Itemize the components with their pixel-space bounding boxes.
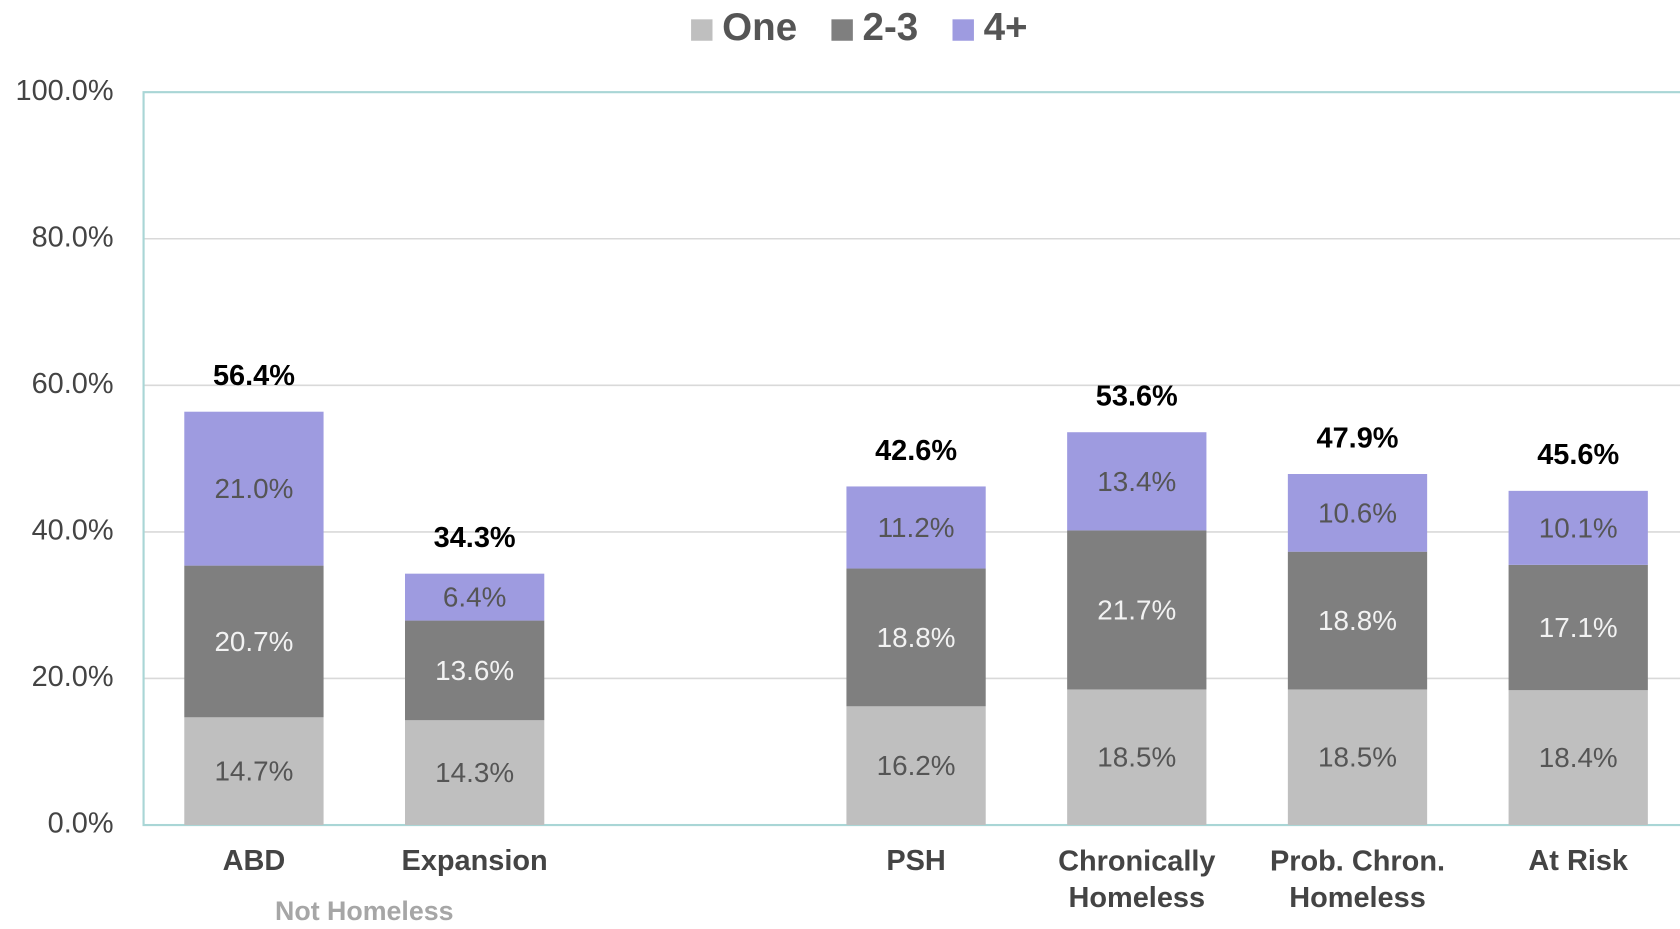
- segment-label: 10.6%: [1318, 497, 1397, 528]
- y-tick-label: 100.0%: [16, 75, 114, 107]
- segment-label: 18.5%: [1318, 742, 1397, 773]
- total-label: 56.4%: [213, 360, 295, 392]
- x-tick-label: Expansion: [402, 845, 548, 877]
- y-tick-label: 60.0%: [32, 368, 114, 400]
- segment-label: 18.4%: [1539, 742, 1618, 773]
- segment-label: 16.2%: [877, 750, 956, 781]
- segment-label: 14.3%: [435, 757, 514, 788]
- bar-segment: [1508, 564, 1648, 691]
- y-tick-label: 0.0%: [48, 808, 114, 840]
- bar-segment: [184, 717, 324, 826]
- y-tick-label: 40.0%: [32, 515, 114, 547]
- x-tick-label: PSH: [886, 845, 945, 877]
- bar-segment: [846, 568, 986, 707]
- segment-label: 20.7%: [214, 626, 293, 657]
- group-label: Not Homeless: [275, 896, 454, 926]
- bar-segment: [184, 565, 324, 718]
- bar-segment: [1508, 690, 1648, 826]
- bar-segment: [1067, 432, 1207, 531]
- total-label: 34.3%: [434, 522, 516, 554]
- bar-segment: [405, 573, 545, 621]
- bar-segment: [1287, 551, 1428, 690]
- segment-label: 14.7%: [214, 756, 293, 787]
- bar-segment: [846, 486, 986, 569]
- x-tick-label: At Risk: [1528, 845, 1629, 877]
- segment-label: 10.1%: [1539, 512, 1618, 543]
- total-label: 53.6%: [1096, 381, 1178, 413]
- segment-label: 21.7%: [1097, 594, 1176, 625]
- legend-label: 4+: [984, 6, 1028, 49]
- legend-label: One: [722, 6, 797, 49]
- segment-label: 11.2%: [878, 512, 955, 543]
- legend-swatch: [952, 19, 974, 41]
- x-tick-label: ABD: [223, 845, 286, 877]
- bar-segment: [1508, 490, 1648, 565]
- segment-label: 6.4%: [443, 582, 506, 613]
- segment-label: 18.5%: [1097, 742, 1176, 773]
- y-tick-label: 80.0%: [32, 221, 114, 253]
- bar-segment: [1067, 530, 1207, 690]
- bar-segment: [405, 620, 545, 721]
- bar-segment: [1287, 689, 1428, 826]
- y-tick-label: 20.0%: [32, 661, 114, 693]
- segment-label: 13.4%: [1097, 466, 1176, 497]
- bar-segment: [1067, 689, 1207, 826]
- segment-label: 13.6%: [435, 655, 514, 686]
- segment-label: 17.1%: [1539, 612, 1618, 643]
- segment-label: 21.0%: [214, 473, 293, 504]
- total-label: 45.6%: [1537, 439, 1619, 471]
- bar-segment: [846, 706, 986, 826]
- total-label: 42.6%: [875, 435, 957, 467]
- total-label: 47.9%: [1317, 422, 1399, 454]
- segment-label: 18.8%: [1318, 605, 1397, 636]
- bar-segment: [1287, 473, 1428, 552]
- legend-swatch: [831, 19, 853, 41]
- segment-label: 18.8%: [877, 622, 956, 653]
- bar-segment: [184, 411, 324, 566]
- x-tick-label: Chronically Homeless: [1058, 845, 1215, 913]
- legend-swatch: [691, 19, 713, 41]
- legend-label: 2-3: [863, 6, 919, 49]
- bar-segment: [405, 720, 545, 826]
- x-tick-label: Prob. Chron. Homeless: [1270, 845, 1445, 913]
